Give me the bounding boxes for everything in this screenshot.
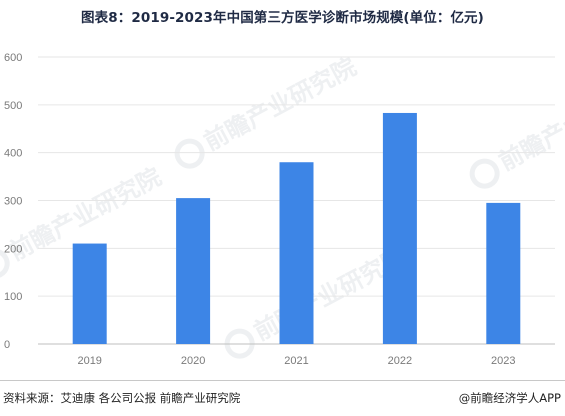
- bar: [176, 198, 211, 344]
- x-tick-label: 2020: [181, 355, 205, 367]
- bar: [486, 202, 521, 344]
- source-note: 资料来源：艾迪康 各公司公报 前瞻产业研究院: [3, 391, 241, 405]
- bar: [382, 112, 417, 344]
- y-tick-label: 600: [4, 52, 22, 64]
- bar: [279, 162, 314, 344]
- footer-divider: [0, 380, 565, 381]
- chart-title: 图表8：2019-2023年中国第三方医学诊断市场规模(单位：亿元): [81, 10, 484, 26]
- x-tick-label: 2019: [77, 355, 101, 367]
- brand-credit: @前瞻经济学人APP: [458, 391, 561, 405]
- y-tick-label: 200: [4, 243, 22, 255]
- bar: [72, 243, 107, 344]
- x-tick-label: 2021: [284, 355, 308, 367]
- y-tick-label: 500: [4, 100, 22, 112]
- y-tick-label: 100: [4, 291, 22, 303]
- x-tick-label: 2023: [491, 355, 515, 367]
- y-tick-label: 0: [4, 339, 10, 351]
- x-tick-label: 2022: [388, 355, 412, 367]
- y-tick-label: 400: [4, 148, 22, 160]
- y-tick-label: 300: [4, 196, 22, 208]
